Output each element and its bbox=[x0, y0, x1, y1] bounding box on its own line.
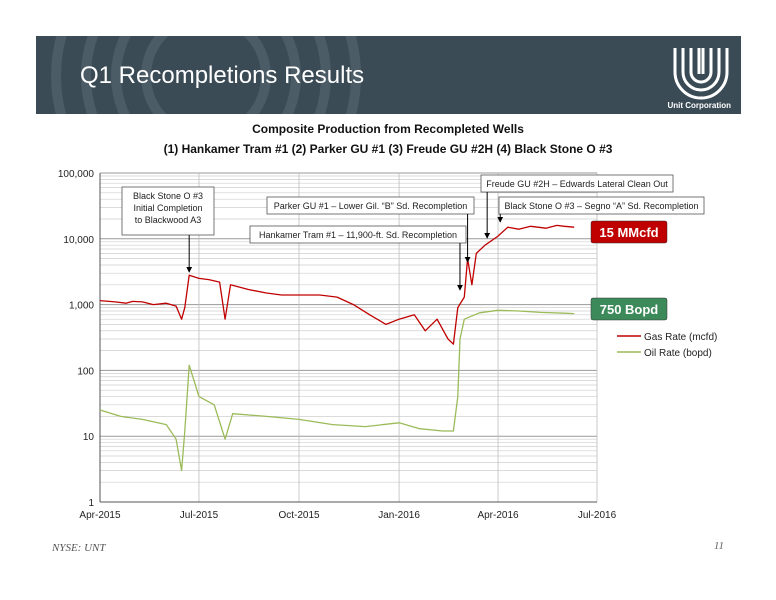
x-tick-label: Oct-2015 bbox=[278, 510, 320, 521]
annotation-text: Black Stone O #3 – Segno “A” Sd. Recompl… bbox=[504, 201, 698, 211]
callout-label: 750 Bopd bbox=[600, 302, 659, 317]
annotation-text: Black Stone O #3 bbox=[133, 191, 203, 201]
y-tick-label: 100 bbox=[77, 366, 94, 377]
annotation-box bbox=[266, 196, 475, 215]
chart-title: Composite Production from Recompleted We… bbox=[252, 122, 524, 136]
annotation-text: Initial Completion bbox=[133, 203, 202, 213]
callout-box bbox=[590, 297, 668, 321]
annotation-box bbox=[121, 186, 215, 236]
annotation-box bbox=[480, 174, 674, 193]
logo-text: Unit Corporation bbox=[667, 101, 731, 110]
legend-entry: Oil Rate (bopd) bbox=[644, 348, 712, 359]
callout-box bbox=[590, 220, 668, 244]
title-banner: Q1 Recompletions Results Unit Corporatio… bbox=[36, 36, 741, 114]
x-tick-label: Jan-2016 bbox=[378, 510, 420, 521]
decorative-arcs bbox=[51, 36, 361, 114]
chart-subtitle: (1) Hankamer Tram #1 (2) Parker GU #1 (3… bbox=[163, 142, 613, 156]
legend-entry: Gas Rate (mcfd) bbox=[644, 332, 717, 343]
x-tick-label: Jul-2015 bbox=[180, 510, 219, 521]
x-tick-label: Apr-2016 bbox=[477, 510, 519, 521]
y-tick-label: 100,000 bbox=[58, 169, 95, 180]
page-number: 11 bbox=[713, 540, 724, 552]
y-tick-label: 1,000 bbox=[69, 301, 94, 312]
annotation-text: Hankamer Tram #1 – 11,900-ft. Sd. Recomp… bbox=[259, 230, 457, 240]
x-tick-label: Apr-2015 bbox=[79, 510, 121, 521]
annotation-box bbox=[498, 196, 705, 215]
oil-rate-line bbox=[99, 309, 575, 472]
slide-title: Q1 Recompletions Results bbox=[80, 62, 365, 89]
callout-label: 15 MMcfd bbox=[599, 225, 658, 240]
annotation-text: Freude GU #2H – Edwards Lateral Clean Ou… bbox=[486, 179, 668, 189]
annotation-box bbox=[249, 225, 467, 244]
unit-corp-logo-icon bbox=[673, 48, 729, 100]
annotation-text: to Blackwood A3 bbox=[135, 215, 202, 225]
footer-ticker: NYSE: UNT bbox=[52, 542, 106, 554]
y-tick-label: 10 bbox=[83, 432, 95, 443]
y-tick-label: 1 bbox=[88, 498, 94, 509]
gas-rate-line bbox=[99, 224, 575, 345]
y-tick-label: 10,000 bbox=[63, 235, 94, 246]
x-tick-label: Jul-2016 bbox=[578, 510, 617, 521]
annotation-text: Parker GU #1 – Lower Gil. “B” Sd. Recomp… bbox=[274, 201, 468, 211]
